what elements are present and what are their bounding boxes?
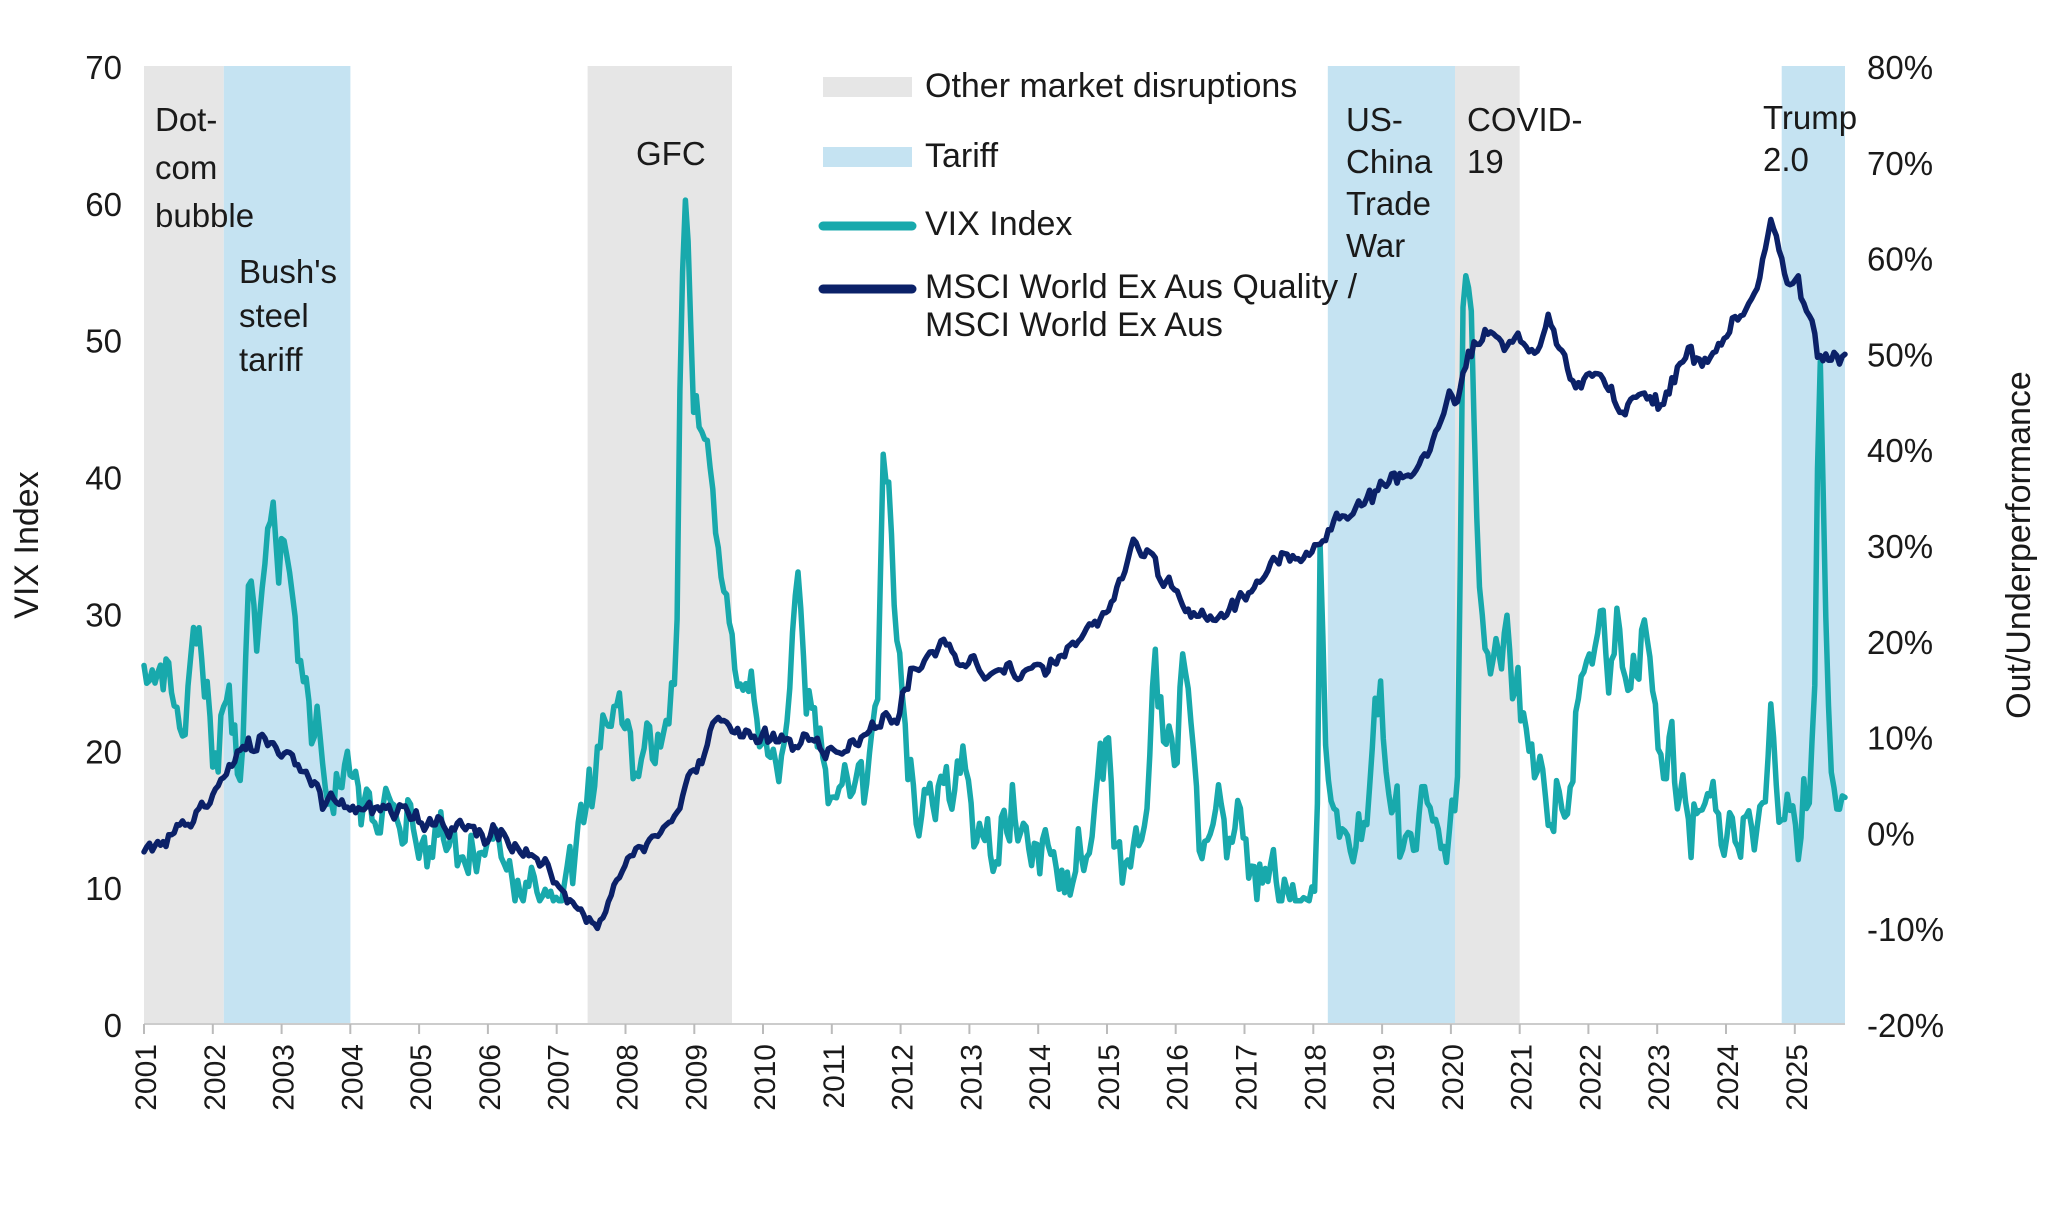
svg-text:2013: 2013 xyxy=(955,1044,988,1111)
svg-text:2024: 2024 xyxy=(1712,1044,1745,1111)
svg-text:US-: US- xyxy=(1346,101,1403,138)
svg-text:2006: 2006 xyxy=(474,1044,507,1111)
svg-text:Tariff: Tariff xyxy=(925,137,999,175)
svg-text:40: 40 xyxy=(85,460,122,497)
svg-text:2022: 2022 xyxy=(1574,1044,1607,1111)
svg-text:40%: 40% xyxy=(1867,432,1933,469)
svg-text:2009: 2009 xyxy=(680,1044,713,1111)
svg-text:2018: 2018 xyxy=(1299,1044,1332,1111)
svg-text:2025: 2025 xyxy=(1781,1044,1814,1111)
svg-text:2.0: 2.0 xyxy=(1763,141,1809,178)
svg-text:VIX Index: VIX Index xyxy=(8,471,46,618)
svg-text:2010: 2010 xyxy=(749,1044,782,1111)
svg-text:30: 30 xyxy=(85,596,122,633)
svg-text:Dot-: Dot- xyxy=(155,101,217,138)
svg-text:2001: 2001 xyxy=(130,1044,163,1111)
svg-text:COVID-: COVID- xyxy=(1467,101,1583,138)
svg-text:60%: 60% xyxy=(1867,241,1933,278)
svg-text:-20%: -20% xyxy=(1867,1007,1944,1044)
svg-text:-10%: -10% xyxy=(1867,911,1944,948)
svg-text:China: China xyxy=(1346,143,1433,180)
svg-text:2007: 2007 xyxy=(543,1044,576,1111)
svg-text:MSCI World Ex Aus Quality /: MSCI World Ex Aus Quality / xyxy=(925,268,1358,306)
svg-text:80%: 80% xyxy=(1867,49,1933,86)
svg-text:Trade: Trade xyxy=(1346,185,1431,222)
svg-text:com: com xyxy=(155,149,217,186)
svg-text:2005: 2005 xyxy=(405,1044,438,1111)
svg-text:War: War xyxy=(1346,227,1405,264)
svg-text:Trump: Trump xyxy=(1763,99,1857,136)
svg-text:Other market disruptions: Other market disruptions xyxy=(925,67,1297,105)
svg-text:Out/Underperformance: Out/Underperformance xyxy=(2000,371,2038,719)
svg-text:0%: 0% xyxy=(1867,815,1915,852)
svg-text:GFC: GFC xyxy=(636,135,706,172)
svg-text:2015: 2015 xyxy=(1093,1044,1126,1111)
svg-text:2016: 2016 xyxy=(1162,1044,1195,1111)
svg-text:2008: 2008 xyxy=(612,1044,645,1111)
svg-text:70%: 70% xyxy=(1867,145,1933,182)
svg-text:2002: 2002 xyxy=(199,1044,232,1111)
svg-text:20: 20 xyxy=(85,733,122,770)
svg-text:MSCI World Ex Aus: MSCI World Ex Aus xyxy=(925,306,1223,344)
svg-text:19: 19 xyxy=(1467,143,1504,180)
svg-text:50: 50 xyxy=(85,323,122,360)
svg-text:2014: 2014 xyxy=(1024,1044,1057,1111)
svg-text:bubble: bubble xyxy=(155,197,254,234)
svg-text:2004: 2004 xyxy=(336,1044,369,1111)
svg-text:50%: 50% xyxy=(1867,336,1933,373)
svg-text:10%: 10% xyxy=(1867,720,1933,757)
svg-text:2020: 2020 xyxy=(1437,1044,1470,1111)
svg-text:2017: 2017 xyxy=(1231,1044,1264,1111)
svg-text:2012: 2012 xyxy=(887,1044,920,1111)
svg-text:20%: 20% xyxy=(1867,624,1933,661)
svg-text:0: 0 xyxy=(104,1007,122,1044)
svg-text:tariff: tariff xyxy=(239,341,303,378)
svg-text:2023: 2023 xyxy=(1643,1044,1676,1111)
svg-text:2003: 2003 xyxy=(268,1044,301,1111)
svg-text:60: 60 xyxy=(85,186,122,223)
svg-text:steel: steel xyxy=(239,297,309,334)
svg-text:30%: 30% xyxy=(1867,528,1933,565)
svg-text:VIX Index: VIX Index xyxy=(925,205,1072,243)
svg-text:10: 10 xyxy=(85,870,122,907)
svg-text:70: 70 xyxy=(85,49,122,86)
svg-text:2019: 2019 xyxy=(1368,1044,1401,1111)
svg-text:Bush's: Bush's xyxy=(239,253,337,290)
svg-text:2011: 2011 xyxy=(818,1044,851,1109)
svg-text:2021: 2021 xyxy=(1506,1044,1539,1111)
